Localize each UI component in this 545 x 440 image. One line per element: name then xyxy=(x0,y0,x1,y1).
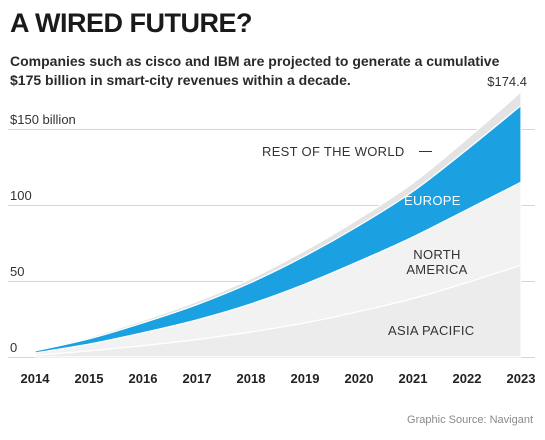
x-tick-label: 2022 xyxy=(453,371,482,386)
x-tick-label: 2023 xyxy=(507,371,536,386)
y-tick-label: 50 xyxy=(10,264,24,279)
x-tick-label: 2016 xyxy=(129,371,158,386)
y-axis-tick-labels: 0 50 100 $150 billion xyxy=(10,112,76,355)
x-tick-label: 2015 xyxy=(75,371,104,386)
x-tick-label: 2018 xyxy=(237,371,266,386)
end-total-label: $174.4 xyxy=(487,74,527,89)
area-rest-of-the-world xyxy=(34,90,522,352)
chart-subtitle: Companies such as cisco and IBM are proj… xyxy=(10,53,500,88)
series-label-asia-pacific: ASIA PACIFIC xyxy=(388,323,474,338)
y-tick-label: 100 xyxy=(10,188,32,203)
graphic-source: Graphic Source: Navigant xyxy=(407,414,533,426)
area-series xyxy=(34,90,522,358)
x-tick-label: 2020 xyxy=(345,371,374,386)
x-axis-tick-labels: 2014 2015 2016 2017 2018 2019 2020 2021 2022 2023 xyxy=(21,371,536,386)
chart-title: A WIRED FUTURE? xyxy=(10,8,252,38)
series-label-rest-of-the-world: REST OF THE WORLD xyxy=(262,144,405,159)
y-tick-label: 0 xyxy=(10,340,17,355)
y-tick-label: $150 billion xyxy=(10,112,76,127)
series-labels: ASIA PACIFIC NORTH AMERICA EUROPE REST OF TH… xyxy=(262,144,474,338)
x-tick-label: 2017 xyxy=(183,371,212,386)
series-label-europe: EUROPE xyxy=(404,193,461,208)
x-tick-label: 2021 xyxy=(399,371,428,386)
series-label-north-america: NORTH AMERICA xyxy=(406,247,467,277)
x-tick-label: 2019 xyxy=(291,371,320,386)
x-tick-label: 2014 xyxy=(21,371,51,386)
